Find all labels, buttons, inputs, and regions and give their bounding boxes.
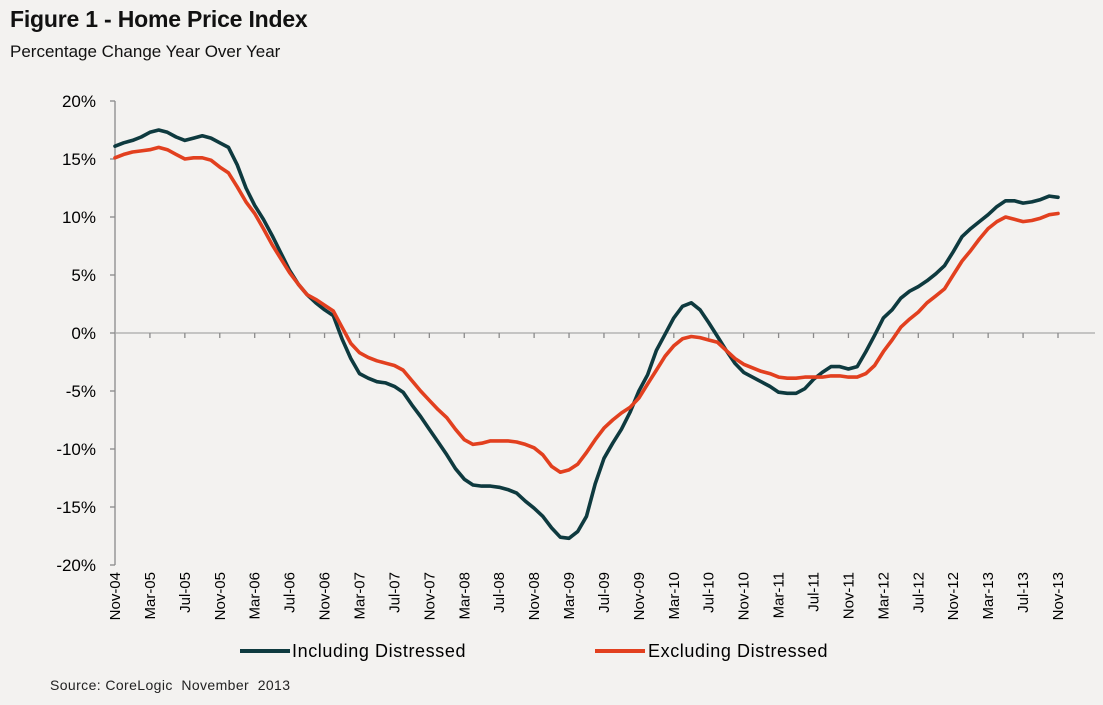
series-lines	[113, 128, 1060, 541]
axes: 20% 15% 10% 5% 0% -5% -10% -15% -20% Nov-04 Mar-05…	[56, 92, 1095, 620]
chart-title: Figure 1 - Home Price Index	[10, 6, 308, 32]
x-tick-label: Jul-10	[701, 572, 718, 613]
y-tick-label: -5%	[66, 382, 96, 401]
legend-label-excluding: Excluding Distressed	[648, 641, 828, 661]
series-line-including-distressed	[113, 128, 1060, 541]
x-tick-label: Mar-05	[142, 572, 159, 620]
x-tick-label: Jul-09	[596, 572, 613, 613]
chart-subtitle: Percentage Change Year Over Year	[10, 42, 281, 61]
x-tick-label: Nov-11	[840, 572, 857, 619]
x-tick-label: Jul-13	[1015, 572, 1032, 613]
x-tick-label: Nov-12	[945, 572, 962, 620]
x-tick-label: Nov-05	[212, 572, 229, 620]
x-tick-label: Jul-11	[806, 572, 823, 612]
x-tick-label: Jul-06	[282, 572, 299, 613]
x-tick-label: Nov-06	[317, 572, 334, 620]
y-tick-label: -20%	[56, 556, 96, 575]
y-tick-label: -15%	[56, 498, 96, 517]
y-tick-label: 20%	[62, 92, 96, 111]
x-tick-label: Nov-04	[107, 572, 124, 620]
y-tick-label: 5%	[71, 266, 96, 285]
source-note: Source: CoreLogic November 2013	[50, 677, 290, 693]
x-tick-label: Nov-08	[526, 572, 543, 620]
x-tick-label: Mar-06	[247, 572, 264, 620]
y-tick-label: 15%	[62, 150, 96, 169]
x-tick-label: Mar-08	[456, 572, 473, 620]
series-line-excluding-distressed	[113, 145, 1060, 474]
x-tick-label: Nov-13	[1050, 572, 1067, 620]
x-tick-label: Mar-10	[666, 572, 683, 620]
x-tick-label: Jul-05	[177, 572, 194, 613]
x-tick-label: Jul-08	[491, 572, 508, 613]
x-tick-label: Nov-10	[736, 572, 753, 620]
x-tick-label: Nov-07	[421, 572, 438, 620]
x-tick-label: Mar-09	[561, 572, 578, 620]
x-tick-label: Nov-09	[631, 572, 648, 620]
y-tick-label: 10%	[62, 208, 96, 227]
y-tick-label: -10%	[56, 440, 96, 459]
x-tick-label: Jul-12	[910, 572, 927, 613]
x-tick-label: Mar-12	[875, 572, 892, 620]
x-tick-label: Jul-07	[386, 572, 403, 613]
x-tick-label: Mar-11	[771, 572, 788, 618]
x-tick-label: Mar-13	[980, 572, 997, 620]
legend: Including Distressed Excluding Distresse…	[240, 641, 828, 661]
y-tick-label: 0%	[71, 324, 96, 343]
x-tick-label: Mar-07	[351, 572, 368, 620]
legend-label-including: Including Distressed	[292, 641, 466, 661]
